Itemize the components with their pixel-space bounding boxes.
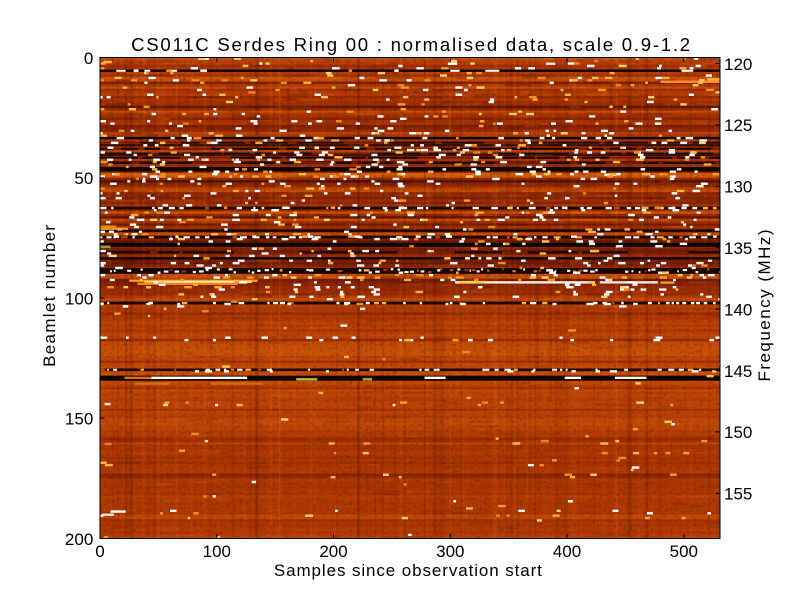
svg-text:Beamlet number: Beamlet number [40,225,59,367]
svg-text:120: 120 [724,55,752,74]
svg-text:50: 50 [74,169,93,188]
svg-text:CS011C Serdes Ring 00 : normal: CS011C Serdes Ring 00 : normalised data,… [131,34,690,55]
svg-text:500: 500 [670,542,698,561]
svg-text:200: 200 [65,530,93,549]
svg-text:155: 155 [724,485,752,504]
svg-text:145: 145 [724,362,752,381]
svg-text:0: 0 [84,49,93,68]
svg-text:400: 400 [553,542,581,561]
svg-text:Samples since observation star: Samples since observation start [274,561,542,580]
svg-text:100: 100 [203,542,231,561]
svg-text:Frequency (MHz): Frequency (MHz) [755,230,774,382]
svg-text:130: 130 [724,178,752,197]
svg-text:300: 300 [436,542,464,561]
svg-text:150: 150 [65,410,93,429]
svg-text:125: 125 [724,116,752,135]
svg-text:100: 100 [65,289,93,308]
svg-text:140: 140 [724,300,752,319]
svg-text:200: 200 [319,542,347,561]
svg-text:150: 150 [724,423,752,442]
svg-text:135: 135 [724,239,752,258]
svg-text:0: 0 [95,542,104,561]
